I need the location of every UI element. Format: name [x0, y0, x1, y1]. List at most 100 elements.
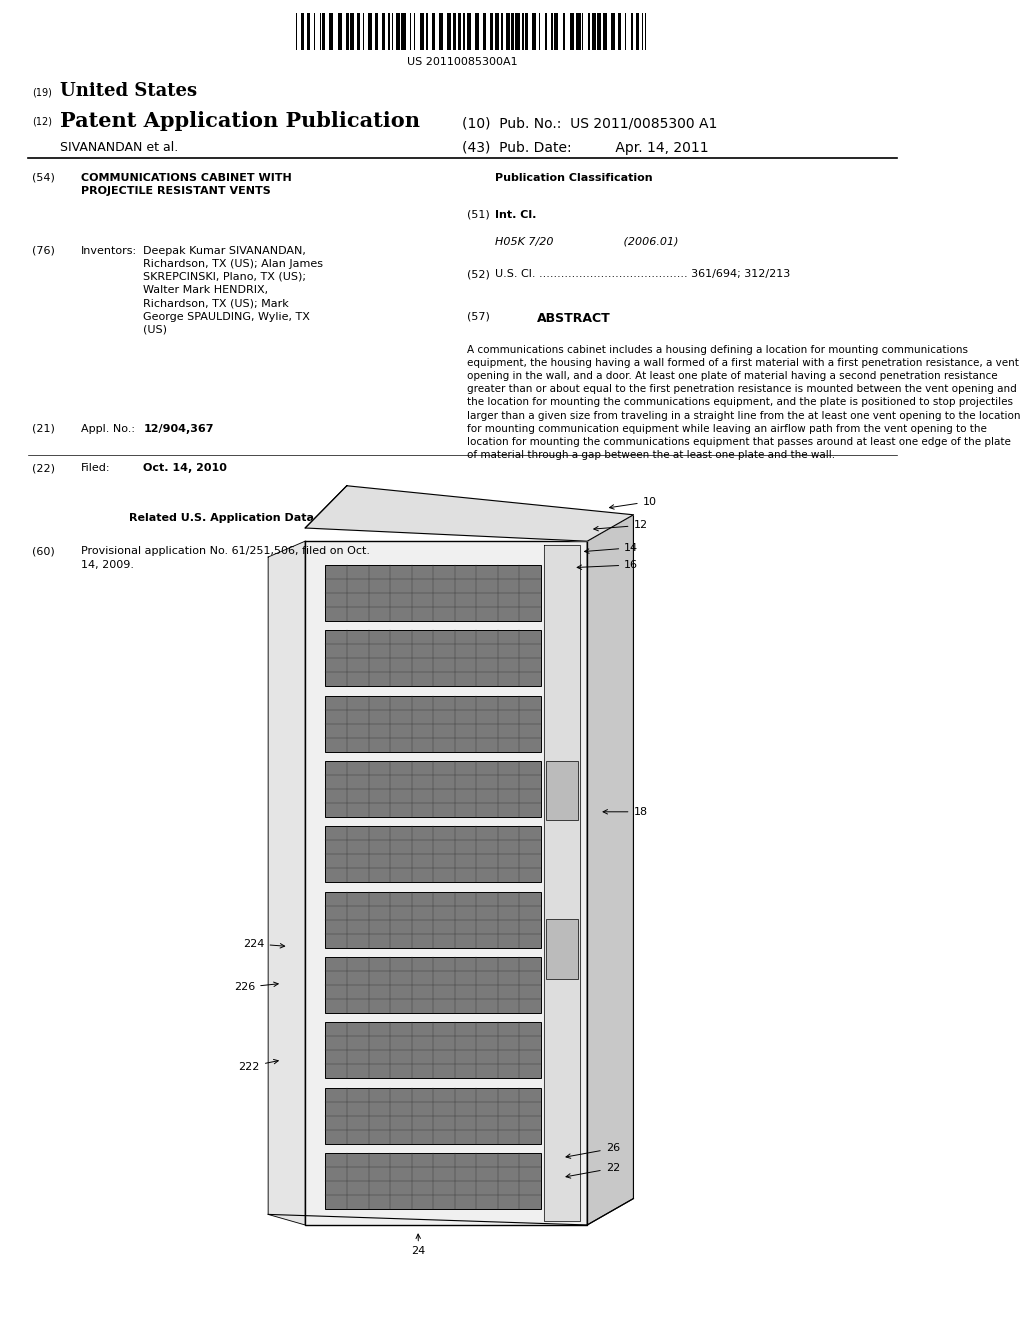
Bar [382, 13, 385, 50]
Bar [387, 13, 390, 50]
Text: 226: 226 [233, 982, 279, 993]
Bar [577, 13, 581, 50]
Text: (51): (51) [467, 210, 489, 220]
Bar [546, 920, 578, 979]
Bar [515, 13, 519, 50]
Text: Filed:: Filed: [81, 463, 111, 474]
Text: 24: 24 [412, 1234, 426, 1257]
Bar [495, 13, 499, 50]
Bar [326, 957, 541, 1014]
Text: Deepak Kumar SIVANANDAN,
Richardson, TX (US); Alan James
SKREPCINSKI, Plano, TX : Deepak Kumar SIVANANDAN, Richardson, TX … [143, 246, 324, 335]
Bar [603, 13, 607, 50]
Text: 12/904,367: 12/904,367 [143, 424, 214, 434]
Bar [338, 13, 342, 50]
Bar [490, 13, 494, 50]
Text: 18: 18 [603, 807, 647, 817]
Bar [392, 13, 393, 50]
Bar [319, 13, 321, 50]
Bar [410, 13, 412, 50]
Bar [426, 13, 428, 50]
Bar [539, 13, 541, 50]
Bar [475, 13, 479, 50]
Bar [532, 13, 537, 50]
Text: 22: 22 [566, 1163, 620, 1179]
Bar [636, 13, 639, 50]
Text: Int. Cl.: Int. Cl. [495, 210, 537, 220]
Text: Inventors:: Inventors: [81, 246, 137, 256]
Text: 12: 12 [594, 520, 647, 531]
Bar [506, 13, 510, 50]
Bar [326, 826, 541, 882]
Text: Provisional application No. 61/251,506, filed on Oct.
14, 2009.: Provisional application No. 61/251,506, … [81, 546, 371, 570]
Bar [625, 13, 627, 50]
Bar [323, 13, 325, 50]
Bar [346, 13, 349, 50]
Bar [618, 13, 621, 50]
Text: (12): (12) [33, 116, 52, 127]
Bar [546, 760, 578, 821]
Bar [375, 13, 378, 50]
Bar [463, 13, 465, 50]
Bar [631, 13, 634, 50]
Polygon shape [544, 545, 580, 1221]
Bar [357, 13, 359, 50]
Bar [362, 13, 364, 50]
Bar [453, 13, 456, 50]
Bar [414, 13, 416, 50]
Text: (76): (76) [33, 246, 55, 256]
Bar [592, 13, 596, 50]
Text: 16: 16 [578, 560, 638, 570]
Bar [511, 13, 514, 50]
Bar [314, 13, 315, 50]
Bar [545, 13, 547, 50]
Text: Oct. 14, 2010: Oct. 14, 2010 [143, 463, 227, 474]
Text: Appl. No.:: Appl. No.: [81, 424, 135, 434]
Text: (52): (52) [467, 269, 489, 280]
Text: Patent Application Publication: Patent Application Publication [60, 111, 420, 131]
Text: COMMUNICATIONS CABINET WITH
PROJECTILE RESISTANT VENTS: COMMUNICATIONS CABINET WITH PROJECTILE R… [81, 173, 292, 197]
Bar [597, 13, 601, 50]
Bar [611, 13, 615, 50]
Bar [525, 13, 527, 50]
Text: (10)  Pub. No.:  US 2011/0085300 A1: (10) Pub. No.: US 2011/0085300 A1 [463, 116, 718, 131]
Polygon shape [305, 486, 634, 541]
Bar [522, 13, 523, 50]
Bar [483, 13, 486, 50]
Polygon shape [305, 541, 587, 1225]
Bar [554, 13, 558, 50]
Text: (54): (54) [33, 173, 55, 183]
Bar [326, 1088, 541, 1143]
Text: United States: United States [60, 82, 198, 100]
Bar [330, 13, 334, 50]
Bar [396, 13, 400, 50]
Bar [326, 760, 541, 817]
Bar [307, 13, 310, 50]
Bar [642, 13, 643, 50]
Bar [588, 13, 591, 50]
Text: 14: 14 [585, 543, 638, 553]
Text: (43)  Pub. Date:          Apr. 14, 2011: (43) Pub. Date: Apr. 14, 2011 [463, 141, 709, 156]
Bar [582, 13, 584, 50]
Bar [447, 13, 452, 50]
Text: (22): (22) [33, 463, 55, 474]
Text: A communications cabinet includes a housing defining a location for mounting com: A communications cabinet includes a hous… [467, 345, 1021, 461]
Bar [326, 630, 541, 686]
Text: 222: 222 [239, 1060, 279, 1072]
Bar [420, 13, 424, 50]
Bar [644, 13, 646, 50]
Bar [562, 13, 565, 50]
Text: H05K 7/20                    (2006.01): H05K 7/20 (2006.01) [495, 236, 678, 247]
Bar [459, 13, 461, 50]
Bar [439, 13, 443, 50]
Polygon shape [268, 541, 305, 1225]
Text: 224: 224 [243, 939, 285, 949]
Bar [296, 13, 297, 50]
Bar [432, 13, 435, 50]
Bar [369, 13, 373, 50]
Bar [301, 13, 304, 50]
Bar [326, 892, 541, 948]
Text: Publication Classification: Publication Classification [495, 173, 652, 183]
Text: (60): (60) [33, 546, 55, 557]
Bar [326, 565, 541, 622]
Text: (21): (21) [33, 424, 55, 434]
